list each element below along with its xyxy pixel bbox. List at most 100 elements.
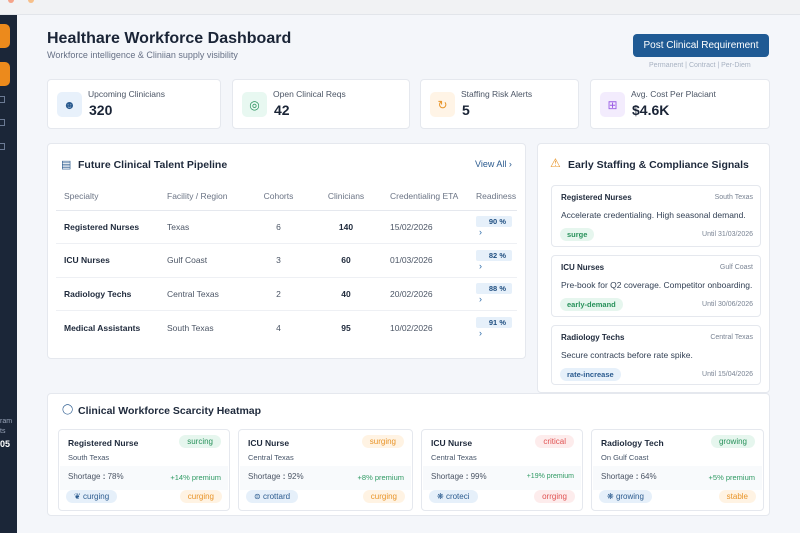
- trend-badge: orrging: [534, 490, 575, 503]
- signal-until: Until 31/03/2026: [702, 231, 753, 238]
- column-header: Specialty: [56, 182, 159, 211]
- heatmap-card[interactable]: Registered Nurse surcing South Texas Sho…: [58, 429, 230, 511]
- region: Central Texas: [431, 453, 477, 462]
- readiness-badge: 82 %: [476, 249, 512, 261]
- chevron-right-icon[interactable]: ›: [479, 260, 482, 271]
- cohorts: 4: [276, 322, 281, 333]
- trend-badge: curging: [362, 490, 405, 503]
- region: Central Texas: [248, 453, 294, 462]
- signal-card[interactable]: Registered Nurses South Texas Accelerate…: [551, 185, 761, 247]
- stat-value: 5: [462, 102, 470, 118]
- sidebar-item-icon[interactable]: [0, 96, 5, 103]
- sidebar-item-icon[interactable]: [0, 119, 5, 126]
- readiness-cell: 90 %›: [468, 210, 517, 244]
- table-row[interactable]: Medical Assistants South Texas 4 95 10/0…: [56, 311, 517, 345]
- post-requirement-types: Permanent | Contract | Per-Diem: [649, 62, 751, 69]
- stat-value: 42: [274, 102, 290, 118]
- region: On Gulf Coast: [601, 453, 649, 462]
- table-row[interactable]: Registered Nurses Texas 6 140 15/02/2026…: [56, 210, 517, 244]
- eta: 20/02/2026: [382, 277, 468, 311]
- signal-tag: early-demand: [560, 298, 623, 311]
- signal-card[interactable]: Radiology Techs Central Texas Secure con…: [551, 325, 761, 385]
- sidebar: ram ts 05: [0, 15, 17, 533]
- stat-value: 320: [89, 102, 113, 118]
- table-row[interactable]: Radiology Techs Central Texas 2 40 20/02…: [56, 277, 517, 311]
- heatmap-card[interactable]: ICU Nurse surging Central Texas Shortage…: [238, 429, 413, 511]
- chevron-right-icon[interactable]: ›: [479, 294, 482, 305]
- stat-card-risk-alerts: ↻ Staffing Risk Alerts 5: [420, 79, 579, 129]
- warning-icon: ⚠: [550, 156, 561, 170]
- signal-message: Pre-book for Q2 coverage. Competitor onb…: [561, 280, 753, 290]
- status-badge: growing: [710, 435, 755, 448]
- region: South Texas: [167, 322, 214, 333]
- pipeline-icon: ▤: [61, 159, 72, 171]
- trend-pill-label: growing: [615, 492, 644, 501]
- readiness-cell: 88 %›: [468, 277, 517, 311]
- signal-message: Secure contracts before rate spike.: [561, 350, 693, 360]
- table-row[interactable]: ICU Nurses Gulf Coast 3 60 01/03/2026 82…: [56, 243, 517, 278]
- column-header: Clinicians: [302, 182, 382, 211]
- role: Radiology Tech: [601, 438, 664, 448]
- users-icon: ☻: [57, 92, 82, 117]
- pipeline-table: Specialty Facility / Region Cohorts Clin…: [56, 182, 517, 344]
- heatmap-card[interactable]: ICU Nurse critical Central Texas Shortag…: [421, 429, 583, 511]
- region: Central Texas: [159, 277, 247, 311]
- page-subtitle: Workforce intelligence & Cliniian supply…: [47, 50, 238, 60]
- status-badge: surcing: [179, 435, 221, 448]
- premium: +19% premium: [526, 473, 574, 480]
- region: South Texas: [68, 453, 110, 462]
- shortage: Shortage : 64%: [601, 472, 657, 481]
- location-pin-icon: ◯: [62, 404, 74, 415]
- trend-pill: ❋ growing: [599, 490, 652, 503]
- stat-label: Upcoming Clinicians: [88, 89, 166, 99]
- sidebar-logo-button[interactable]: [0, 24, 10, 48]
- shortage-label: Shortage: [431, 472, 464, 481]
- shortage-value: 92%: [287, 472, 304, 481]
- trend-badge: curging: [179, 490, 222, 503]
- column-header: Readiness: [468, 182, 517, 211]
- card-band: [423, 466, 581, 490]
- sidebar-footer-value: 05: [0, 439, 11, 449]
- view-all-link[interactable]: View All ›: [475, 159, 512, 169]
- premium: +14% premium: [170, 473, 221, 482]
- column-header: Facility / Region: [159, 182, 247, 211]
- signals-panel: ⚠ Early Staffing & Compliance Signals Re…: [537, 143, 770, 393]
- shortage-value: 64%: [640, 472, 657, 481]
- signal-tag: surge: [560, 228, 595, 241]
- chevron-right-icon[interactable]: ›: [479, 328, 482, 338]
- shortage: Shortage : 78%: [68, 472, 124, 481]
- signal-name: Radiology Techs: [561, 333, 625, 342]
- chevron-right-icon[interactable]: ›: [479, 227, 482, 238]
- signal-until: Until 15/04/2026: [702, 371, 753, 378]
- shortage-label: Shortage: [601, 472, 634, 481]
- window-dot: [28, 0, 34, 3]
- post-clinical-requirement-button[interactable]: Post Clinical Requirement: [633, 34, 769, 57]
- signal-until: Until 30/06/2026: [702, 301, 753, 308]
- sidebar-item-dashboard[interactable]: [0, 62, 10, 86]
- target-icon: ◎: [242, 92, 267, 117]
- trend-pill-label: curging: [82, 492, 110, 501]
- shortage-value: 99%: [470, 472, 487, 481]
- eta: 10/02/2026: [390, 322, 433, 333]
- column-header: Cohorts: [247, 182, 302, 211]
- premium: +5% premium: [708, 473, 755, 482]
- heatmap-card[interactable]: Radiology Tech growing On Gulf Coast Sho…: [591, 429, 764, 511]
- eta: 15/02/2026: [382, 210, 468, 244]
- clinicians: 40: [302, 277, 382, 311]
- panel-title: Clinical Workforce Scarcity Heatmap: [78, 405, 262, 417]
- clinicians: 95: [341, 322, 351, 333]
- trend-pill-label: croteci: [445, 492, 470, 501]
- signal-card[interactable]: ICU Nurses Gulf Coast Pre-book for Q2 co…: [551, 255, 761, 317]
- status-badge: surging: [361, 435, 404, 448]
- cohorts: 6: [247, 210, 302, 244]
- sidebar-footer-text: ram: [0, 418, 13, 425]
- trend-pill-label: crottard: [262, 492, 291, 501]
- trend-pill: ⊜ crottard: [246, 490, 299, 503]
- cohorts: 2: [247, 277, 302, 311]
- talent-pipeline-panel: ▤ Future Clinical Talent Pipeline View A…: [47, 143, 526, 359]
- sidebar-footer-text: ts: [0, 428, 6, 435]
- signal-region: Central Texas: [710, 334, 753, 341]
- sidebar-item-icon[interactable]: [0, 143, 5, 150]
- card-band: [60, 466, 228, 490]
- stat-label: Open Clinical Reqs: [273, 89, 346, 99]
